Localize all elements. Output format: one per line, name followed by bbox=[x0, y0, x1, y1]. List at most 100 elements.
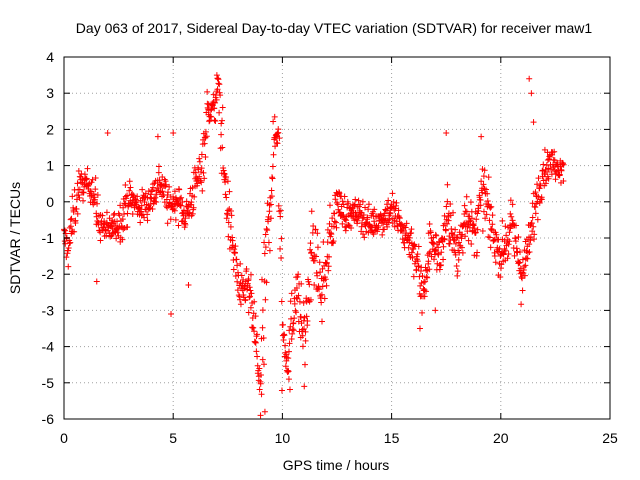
data-point bbox=[247, 304, 254, 311]
data-point bbox=[329, 215, 336, 222]
data-point bbox=[387, 210, 394, 217]
data-point bbox=[433, 232, 440, 239]
data-point bbox=[276, 135, 283, 142]
data-point bbox=[285, 368, 292, 375]
data-point bbox=[222, 191, 229, 198]
data-point bbox=[516, 259, 523, 266]
data-point bbox=[455, 239, 462, 246]
data-point bbox=[262, 296, 269, 303]
data-point bbox=[343, 217, 350, 224]
data-point bbox=[538, 196, 545, 203]
data-point bbox=[517, 270, 524, 277]
data-point bbox=[220, 170, 227, 177]
data-point bbox=[297, 314, 304, 321]
data-point bbox=[392, 205, 399, 212]
data-point bbox=[474, 210, 481, 217]
data-point bbox=[73, 206, 80, 213]
data-point bbox=[499, 217, 506, 224]
y-tick-label: -1 bbox=[42, 230, 55, 246]
x-tick-label: 10 bbox=[275, 430, 291, 446]
data-point bbox=[251, 298, 258, 305]
data-point bbox=[285, 348, 292, 355]
data-point bbox=[486, 217, 493, 224]
data-point bbox=[141, 193, 148, 200]
data-point bbox=[213, 72, 220, 79]
data-point bbox=[491, 253, 498, 260]
data-point bbox=[317, 269, 324, 276]
data-point bbox=[275, 202, 282, 209]
data-point bbox=[532, 210, 539, 217]
data-point bbox=[390, 198, 397, 205]
data-point bbox=[64, 247, 71, 254]
data-point bbox=[257, 380, 264, 387]
data-point bbox=[171, 207, 178, 214]
data-point bbox=[203, 133, 210, 140]
data-point bbox=[463, 193, 470, 200]
data-point bbox=[71, 228, 78, 235]
data-point bbox=[275, 129, 282, 136]
data-point bbox=[480, 173, 487, 180]
data-point bbox=[301, 383, 308, 390]
data-point bbox=[278, 298, 285, 305]
data-point bbox=[188, 199, 195, 206]
data-point bbox=[452, 251, 459, 258]
data-point bbox=[282, 363, 289, 370]
data-point bbox=[247, 271, 254, 278]
data-point bbox=[69, 193, 76, 200]
data-point bbox=[341, 193, 348, 200]
data-point bbox=[248, 290, 255, 297]
data-point bbox=[425, 258, 432, 265]
data-point bbox=[207, 107, 214, 114]
data-point bbox=[549, 151, 556, 158]
data-point bbox=[396, 215, 403, 222]
data-point bbox=[223, 174, 230, 181]
data-point bbox=[468, 241, 475, 248]
data-point bbox=[292, 307, 299, 314]
data-point bbox=[381, 226, 388, 233]
x-tick-label: 20 bbox=[493, 430, 509, 446]
data-point bbox=[467, 199, 474, 206]
data-point bbox=[141, 214, 148, 221]
data-point bbox=[238, 272, 245, 279]
data-point bbox=[214, 75, 221, 82]
y-tick-label: -6 bbox=[42, 411, 55, 427]
data-point bbox=[468, 215, 475, 222]
data-point bbox=[385, 197, 392, 204]
data-point bbox=[246, 284, 253, 291]
data-point bbox=[345, 222, 352, 229]
data-point bbox=[529, 214, 536, 221]
data-point bbox=[497, 274, 504, 281]
data-point bbox=[505, 241, 512, 248]
data-point bbox=[474, 249, 481, 256]
data-point bbox=[202, 154, 209, 161]
data-point bbox=[265, 213, 272, 220]
data-point bbox=[530, 119, 537, 126]
data-point bbox=[259, 356, 266, 363]
data-point bbox=[294, 295, 301, 302]
data-point bbox=[351, 202, 358, 209]
x-axis-label: GPS time / hours bbox=[283, 457, 390, 473]
data-point bbox=[302, 337, 309, 344]
data-point bbox=[308, 249, 315, 256]
data-point bbox=[271, 113, 278, 120]
data-point bbox=[333, 224, 340, 231]
data-point bbox=[286, 340, 293, 347]
data-point bbox=[523, 255, 530, 262]
data-point bbox=[264, 227, 271, 234]
data-point bbox=[408, 249, 415, 256]
data-point bbox=[213, 96, 220, 103]
data-point bbox=[167, 216, 174, 223]
data-point bbox=[522, 262, 529, 269]
data-point bbox=[465, 237, 472, 244]
data-point bbox=[478, 133, 485, 140]
data-point bbox=[156, 189, 163, 196]
data-point bbox=[103, 209, 110, 216]
data-point bbox=[253, 348, 260, 355]
data-point bbox=[444, 220, 451, 227]
data-point bbox=[147, 191, 154, 198]
data-point bbox=[336, 190, 343, 197]
data-point bbox=[384, 205, 391, 212]
data-point bbox=[334, 201, 341, 208]
data-point bbox=[168, 311, 175, 318]
data-point bbox=[185, 282, 192, 289]
